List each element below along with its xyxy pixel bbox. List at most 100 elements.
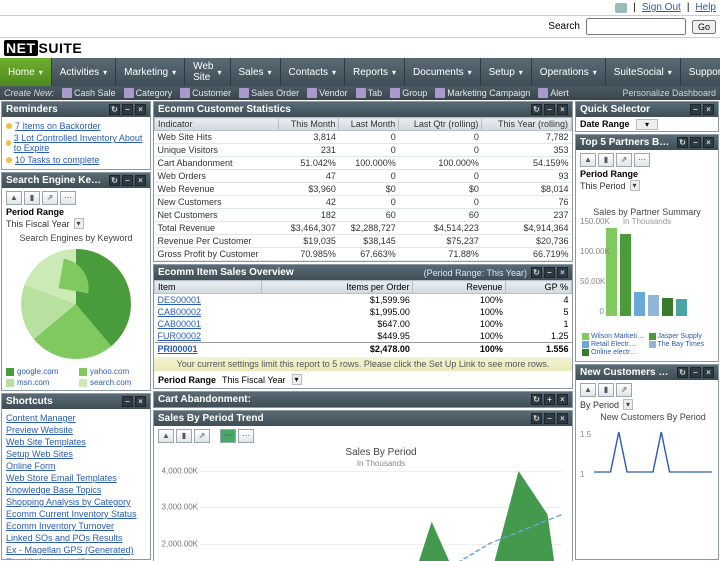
create-customer[interactable]: Customer (180, 88, 231, 98)
create-cash-sale[interactable]: Cash Sale (62, 88, 116, 98)
chart-bar-icon[interactable]: ▮ (176, 429, 192, 443)
close-icon[interactable]: × (703, 137, 714, 148)
refresh-icon[interactable]: ↻ (531, 394, 542, 405)
reminder-link[interactable]: 3 Lot Controlled Inventory About to Expi… (14, 133, 146, 153)
close-icon[interactable]: × (557, 394, 568, 405)
min-icon[interactable]: – (544, 104, 555, 115)
close-icon[interactable]: × (557, 413, 568, 424)
col-header[interactable]: Revenue (413, 281, 506, 294)
item-link[interactable]: CAB00002 (158, 307, 202, 317)
shortcut-link[interactable]: Ex - Magellan GPS (Generated) (6, 545, 134, 555)
help-link[interactable]: Help (695, 2, 716, 13)
shortcut-link[interactable]: Knowledge Base Topics (6, 485, 101, 495)
col-header[interactable]: This Year (rolling) (482, 118, 572, 131)
col-header[interactable]: Item (155, 281, 262, 294)
refresh-icon[interactable]: ↻ (531, 267, 542, 278)
create-sales-order[interactable]: Sales Order (239, 88, 299, 98)
shortcut-link[interactable]: Preview Website (6, 425, 73, 435)
col-header[interactable]: Indicator (155, 118, 279, 131)
menu-item-suitesocial[interactable]: SuiteSocial (606, 58, 681, 86)
create-group[interactable]: Group (390, 88, 427, 98)
min-icon[interactable]: – (544, 267, 555, 278)
item-link[interactable]: CAB00001 (158, 319, 202, 329)
chart-alt-icon[interactable]: 〰 (220, 429, 236, 443)
signout-link[interactable]: Sign Out (642, 2, 681, 13)
period-dropdown[interactable]: ▾ (74, 218, 84, 229)
close-icon[interactable]: × (703, 104, 714, 115)
chart-bar-icon[interactable]: ▮ (598, 153, 614, 167)
go-button[interactable]: Go (692, 20, 716, 34)
create-marketing-campaign[interactable]: Marketing Campaign (435, 88, 530, 98)
min-icon[interactable]: – (122, 104, 133, 115)
chart-more-icon[interactable]: ⋯ (634, 153, 650, 167)
shortcut-link[interactable]: Content Manager (6, 413, 76, 423)
refresh-icon[interactable]: ↻ (677, 137, 688, 148)
menu-item-activities[interactable]: Activities (52, 58, 116, 86)
refresh-icon[interactable]: ↻ (677, 367, 688, 378)
chart-line-icon[interactable]: ⇗ (194, 429, 210, 443)
menu-item-setup[interactable]: Setup (481, 58, 532, 86)
col-header[interactable]: GP % (506, 281, 572, 294)
min-icon[interactable]: – (122, 396, 133, 407)
col-header[interactable]: This Month (279, 118, 339, 131)
chart-area-icon[interactable]: ▲ (580, 153, 596, 167)
menu-item-web-site[interactable]: Web Site (185, 58, 230, 86)
refresh-icon[interactable]: ↻ (109, 104, 120, 115)
date-range-dropdown[interactable]: ▾ (636, 119, 658, 130)
close-icon[interactable]: × (135, 104, 146, 115)
refresh-icon[interactable]: ↻ (109, 175, 120, 186)
shortcut-link[interactable]: Ecomm Current Inventory Status (6, 509, 137, 519)
create-category[interactable]: Category (124, 88, 173, 98)
refresh-icon[interactable]: ↻ (531, 413, 542, 424)
close-icon[interactable]: × (703, 367, 714, 378)
search-input[interactable] (586, 18, 686, 35)
min-icon[interactable]: – (690, 104, 701, 115)
menu-item-reports[interactable]: Reports (345, 58, 405, 86)
shortcut-link[interactable]: Ex - Kitchenware (Generated) (6, 557, 125, 559)
chart-area-icon[interactable]: ▲ (6, 191, 22, 205)
shortcut-link[interactable]: Online Form (6, 461, 56, 471)
chart-line-icon[interactable]: ⇗ (42, 191, 58, 205)
expand-icon[interactable]: + (544, 394, 555, 405)
min-icon[interactable]: – (122, 175, 133, 186)
col-header[interactable]: Items per Order (262, 281, 413, 294)
menu-item-sales[interactable]: Sales (231, 58, 281, 86)
create-vendor[interactable]: Vendor (307, 88, 348, 98)
item-link[interactable]: FUR00002 (158, 331, 202, 341)
min-icon[interactable]: – (544, 413, 555, 424)
menu-item-contacts[interactable]: Contacts (281, 58, 345, 86)
menu-item-documents[interactable]: Documents (405, 58, 481, 86)
chart-bar-icon[interactable]: ▮ (598, 383, 614, 397)
item-link[interactable]: DES00001 (158, 295, 202, 305)
dropdown[interactable]: ▾ (623, 399, 633, 410)
chart-bar-icon[interactable]: ▮ (24, 191, 40, 205)
reminder-link[interactable]: 10 Tasks to complete (15, 155, 99, 165)
period-dropdown[interactable]: ▾ (292, 374, 302, 385)
menu-item-support[interactable]: Support (681, 58, 720, 86)
close-icon[interactable]: × (557, 104, 568, 115)
shortcut-link[interactable]: Web Store Email Templates (6, 473, 117, 483)
chart-more-icon[interactable]: ⋯ (60, 191, 76, 205)
chart-line-icon[interactable]: ⇗ (616, 153, 632, 167)
item-link[interactable]: PRI00001 (158, 344, 198, 354)
min-icon[interactable]: – (690, 137, 701, 148)
personalize-dashboard-link[interactable]: Personalize Dashboard (622, 88, 716, 98)
col-header[interactable]: Last Qtr (rolling) (399, 118, 482, 131)
refresh-icon[interactable]: ↻ (531, 104, 542, 115)
chart-area-icon[interactable]: ▲ (580, 383, 596, 397)
chart-line-icon[interactable]: ⇗ (616, 383, 632, 397)
menu-item-operations[interactable]: Operations (532, 58, 606, 86)
shortcut-link[interactable]: Shopping Analysis by Category (6, 497, 131, 507)
min-icon[interactable]: – (690, 367, 701, 378)
shortcut-link[interactable]: Linked SOs and POs Results (6, 533, 123, 543)
col-header[interactable]: Last Month (339, 118, 399, 131)
reminder-link[interactable]: 7 Items on Backorder (15, 121, 101, 131)
create-alert[interactable]: Alert (538, 88, 569, 98)
menu-item-home[interactable]: Home (0, 58, 52, 86)
shortcut-link[interactable]: Web Site Templates (6, 437, 86, 447)
close-icon[interactable]: × (135, 175, 146, 186)
close-icon[interactable]: × (557, 267, 568, 278)
chart-more-icon[interactable]: ⋯ (238, 429, 254, 443)
shortcut-link[interactable]: Setup Web Sites (6, 449, 73, 459)
close-icon[interactable]: × (135, 396, 146, 407)
